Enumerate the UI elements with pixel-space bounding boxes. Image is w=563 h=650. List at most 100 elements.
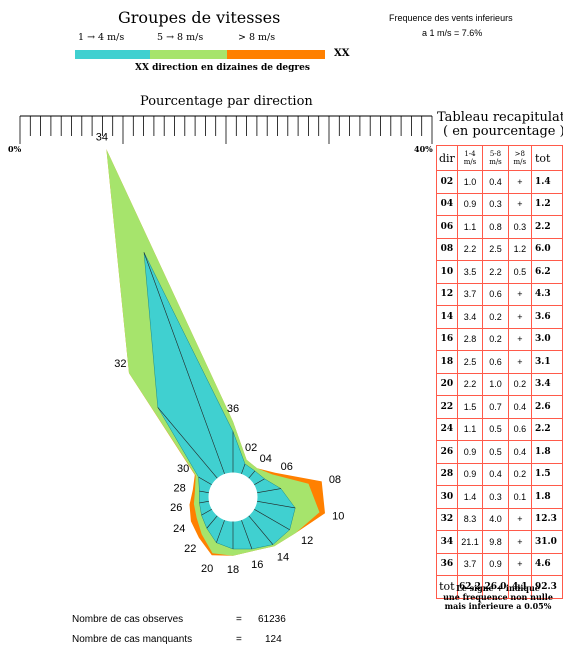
cell-group-3: + xyxy=(507,327,532,351)
observed-count-equals: = xyxy=(236,614,242,625)
cell-group-1: 3.7 xyxy=(456,552,484,576)
cell-group-1: 1.1 xyxy=(456,417,484,441)
table-body: 02 1.0 0.4 +1.4 04 0.9 0.3 +1.2 06 1.1 0.8 0.3 2.2 08… xyxy=(436,170,563,599)
cell-group-1: 1.4 xyxy=(456,485,484,509)
header-tot: tot xyxy=(530,145,563,171)
table-row: 08 2.2 2.5 1.2 6.0 xyxy=(436,237,563,261)
wind-rose-spoke xyxy=(256,500,296,509)
total-group-3: 4.1 xyxy=(507,575,532,599)
cell-group-3: 0.4 xyxy=(507,440,532,464)
missing-count-equals: = xyxy=(236,634,242,645)
table-row: 16 2.8 0.2 +3.0 xyxy=(436,327,563,351)
scale-min-label: 0% xyxy=(8,144,22,154)
cell-group-3: + xyxy=(507,282,532,306)
table-row: 24 1.1 0.5 0.6 2.2 xyxy=(436,417,563,441)
cell-group-1: 2.5 xyxy=(456,350,484,374)
table-row: 22 1.5 0.7 0.4 2.6 xyxy=(436,395,563,419)
cell-group-3: 0.3 xyxy=(507,215,532,239)
direction-label: 22 xyxy=(184,543,196,555)
cell-group-1: 3.5 xyxy=(456,260,484,284)
cell-group-1: 21.1 xyxy=(456,530,484,554)
cell-dir: 12 xyxy=(436,282,458,306)
wind-rose-spoke xyxy=(248,470,256,479)
header-group-1-unit: m/s xyxy=(463,158,477,166)
cell-group-3: + xyxy=(507,530,532,554)
direction-label: 18 xyxy=(227,564,239,576)
table-row: 12 3.7 0.6 +4.3 xyxy=(436,282,563,306)
total-label: tot xyxy=(436,575,458,599)
cell-dir: 20 xyxy=(436,372,458,396)
direction-label: 20 xyxy=(201,563,213,575)
table-note-line-1: Le signe + indique xyxy=(456,583,540,593)
cell-group-2: 2.5 xyxy=(482,237,509,261)
cell-dir: 36 xyxy=(436,552,458,576)
wind-rose-spoke xyxy=(240,519,253,550)
scale-title: Pourcentage par direction xyxy=(140,94,313,109)
cell-group-1: 0.9 xyxy=(456,462,484,486)
cell-group-2: 0.6 xyxy=(482,350,509,374)
cell-group-1: 3.4 xyxy=(456,305,484,329)
wind-rose-spoke xyxy=(256,488,281,494)
observed-count-value: 61236 xyxy=(258,614,286,625)
cell-dir: 26 xyxy=(436,440,458,464)
cell-dir: 34 xyxy=(436,530,458,554)
legend-swatch-3 xyxy=(227,50,325,59)
direction-label: 34 xyxy=(96,132,108,144)
cell-group-2: 9.8 xyxy=(482,530,509,554)
cell-group-1: 1.0 xyxy=(456,170,484,194)
observed-count-label: Nombre de cas observes xyxy=(72,614,184,625)
table-title: Tableau recapitulatif xyxy=(437,110,563,125)
legend-group-2-label: 5 → 8 m/s xyxy=(157,32,204,43)
cell-group-1: 8.3 xyxy=(456,507,484,531)
table-row: 26 0.9 0.5 0.4 1.8 xyxy=(436,440,563,464)
table-note: Le signe + indique une frequence non nul… xyxy=(433,584,563,611)
wind-rose-spoke xyxy=(253,478,265,486)
table-row: 06 1.1 0.8 0.3 2.2 xyxy=(436,215,563,239)
header-group-1-range: 1-4 xyxy=(464,150,476,158)
direction-label: 08 xyxy=(329,474,341,486)
table-row: 28 0.9 0.4 0.2 1.5 xyxy=(436,462,563,486)
cell-group-2: 0.5 xyxy=(482,417,509,441)
table-row: 20 2.2 1.0 0.2 3.4 xyxy=(436,372,563,396)
table-row: 02 1.0 0.4 +1.4 xyxy=(436,170,563,194)
cell-dir: 30 xyxy=(436,485,458,509)
cell-total: 12.3 xyxy=(530,507,563,531)
table-row: 04 0.9 0.3 +1.2 xyxy=(436,192,563,216)
header-group-3-unit: m/s xyxy=(513,158,527,166)
cell-group-2: 0.8 xyxy=(482,215,509,239)
cell-group-2: 4.0 xyxy=(482,507,509,531)
header-group-3-range: >8 xyxy=(514,150,525,158)
cell-group-1: 3.7 xyxy=(456,282,484,306)
cell-dir: 08 xyxy=(436,237,458,261)
direction-label: 26 xyxy=(170,502,182,514)
legend-group-3-label: > 8 m/s xyxy=(238,32,276,43)
cell-group-2: 0.2 xyxy=(482,305,509,329)
cell-group-3: 1.2 xyxy=(507,237,532,261)
table-row: 18 2.5 0.6 +3.1 xyxy=(436,350,563,374)
table-row: 32 8.3 4.0 +12.3 xyxy=(436,507,563,531)
cell-total: 1.8 xyxy=(530,485,563,509)
direction-label: 12 xyxy=(301,535,313,547)
wind-rose-spoke xyxy=(206,515,218,529)
cell-total: 1.4 xyxy=(530,170,563,194)
cell-group-3: + xyxy=(507,507,532,531)
scale-max-label: 40% xyxy=(414,144,433,154)
cell-group-3: 0.5 xyxy=(507,260,532,284)
legend-color-bar xyxy=(75,50,325,59)
direction-label: 28 xyxy=(173,483,185,495)
cell-group-2: 0.9 xyxy=(482,552,509,576)
direction-label: 02 xyxy=(245,442,257,454)
wind-rose-spoke xyxy=(198,476,213,486)
wind-rose-center xyxy=(208,472,258,522)
legend-group-1-label: 1 → 4 m/s xyxy=(78,32,125,43)
direction-label: 16 xyxy=(251,559,263,571)
header-group-2-unit: m/s xyxy=(489,158,502,166)
table-row: 14 3.4 0.2 +3.6 xyxy=(436,305,563,329)
cell-total: 2.2 xyxy=(530,215,563,239)
cell-total: 1.5 xyxy=(530,462,563,486)
calm-frequency-value: a 1 m/s = 7.6% xyxy=(422,28,483,38)
cell-dir: 22 xyxy=(436,395,458,419)
table-header-row: dir 1-4 m/s 5-8 m/s >8 m/s tot xyxy=(436,145,563,171)
header-group-1: 1-4 m/s xyxy=(456,145,484,171)
cell-total: 3.4 xyxy=(530,372,563,396)
